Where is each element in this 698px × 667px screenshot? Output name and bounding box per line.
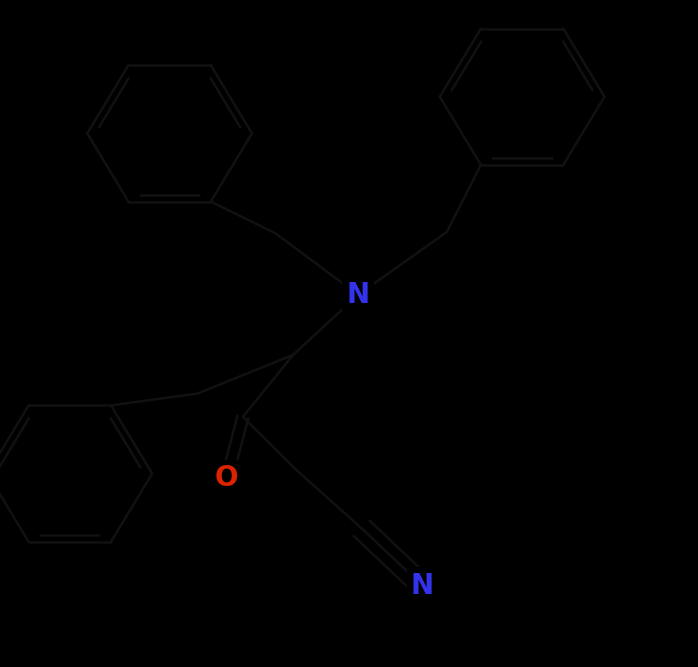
Text: N: N — [410, 572, 434, 600]
Text: N: N — [346, 281, 370, 309]
Text: O: O — [215, 464, 239, 492]
